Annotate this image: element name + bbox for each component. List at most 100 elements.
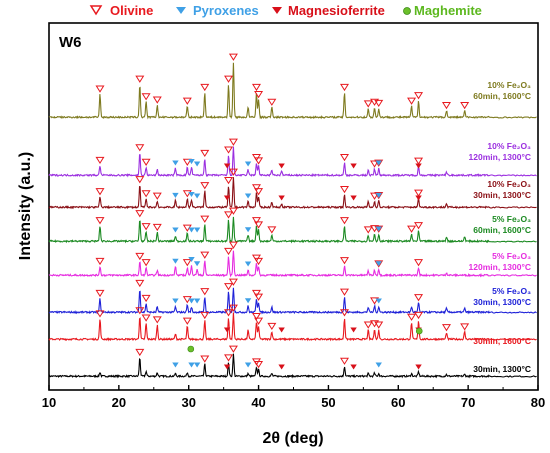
series-label-conditions: 120min, 1300°C [469, 152, 531, 162]
olivine-marker [441, 324, 451, 332]
pyroxene-marker [172, 192, 179, 198]
olivine-marker [141, 294, 151, 303]
olivine-marker [370, 192, 380, 200]
magnesioferrite-marker [223, 195, 231, 201]
olivine-marker [228, 241, 238, 249]
pyroxene-marker [244, 362, 252, 368]
olivine-marker [135, 144, 145, 152]
x-tick-label: 70 [461, 395, 475, 410]
pyroxene-marker [193, 161, 201, 167]
olivine-marker [228, 168, 238, 176]
magnesioferrite-marker [278, 163, 285, 169]
series-label-formula: 10% Fe₂O₃ [487, 179, 531, 189]
legend-pyroxenes: Pyroxenes [176, 3, 259, 18]
olivine-marker [267, 98, 277, 106]
olivine-marker [339, 257, 349, 265]
olivine-marker [414, 157, 424, 165]
pyroxene-marker [172, 362, 179, 368]
magnesioferrite-marker [415, 163, 422, 169]
olivine-marker [228, 53, 238, 61]
olivine-marker [182, 190, 192, 198]
magnesioferrite-marker [223, 163, 231, 169]
legend-olivine-label: Olivine [110, 3, 153, 18]
olivine-marker [339, 288, 349, 296]
magnesioferrite-marker [350, 163, 357, 169]
olivine-marker [414, 189, 424, 197]
olivine-marker [374, 321, 384, 329]
pyroxene-marker [375, 192, 382, 198]
legend-maghemite: Maghemite [403, 3, 482, 18]
olivine-marker [267, 322, 277, 331]
pyroxene-marker [193, 362, 201, 368]
series-label-conditions: 60min, 1600°C [473, 91, 531, 101]
olivine-marker [407, 225, 417, 233]
pyroxene-marker [193, 227, 201, 233]
pyroxene-marker [193, 261, 201, 267]
maghemite-legend-marker [403, 7, 411, 15]
series-line-2 [48, 287, 537, 315]
olivine-marker [200, 251, 210, 259]
olivine-marker [339, 186, 349, 194]
pyroxene-marker [172, 160, 179, 166]
olivine-marker [251, 289, 261, 298]
olivine-marker [370, 160, 380, 168]
series-layer [48, 62, 537, 379]
olivine-marker [407, 313, 417, 321]
olivine-marker [374, 260, 384, 268]
magnesioferrite-marker [278, 327, 285, 333]
series-label-conditions: 30min, 1600°C [473, 336, 531, 346]
olivine-marker [228, 278, 238, 286]
olivine-marker [224, 146, 234, 154]
pyroxene-marker [375, 226, 382, 232]
olivine-marker [339, 83, 349, 92]
magnesioferrite-marker [223, 364, 231, 370]
olivine-marker [152, 223, 162, 232]
pyroxene-marker [188, 191, 195, 198]
series-line-3 [48, 250, 537, 278]
olivine-marker [135, 307, 145, 315]
olivine-marker [224, 75, 234, 83]
legend: Olivine Pyroxenes Magnesioferrite Maghem… [89, 3, 482, 18]
olivine-marker [135, 176, 145, 184]
pyroxene-marker [172, 298, 179, 304]
olivine-marker [460, 102, 470, 110]
magnesioferrite-marker [350, 327, 357, 333]
series-line-4 [48, 216, 537, 244]
pyroxenes-legend-marker [176, 7, 186, 14]
olivine-marker [135, 252, 145, 261]
pyroxene-marker [193, 193, 201, 199]
olivine-marker [374, 192, 384, 200]
maghemite-marker [187, 345, 195, 353]
pyroxene-marker [172, 227, 179, 233]
olivine-marker [95, 188, 105, 196]
series-label-conditions: 120min, 1300°C [469, 262, 531, 272]
maghemite-marker [415, 327, 423, 335]
series-label-formula: 5% Fe₂O₃ [492, 286, 531, 296]
olivine-marker [254, 257, 264, 266]
x-tick-label: 60 [391, 395, 405, 410]
pyroxene-marker [375, 261, 382, 267]
olivine-marker [141, 259, 151, 267]
pyroxene-marker [244, 161, 252, 167]
series-line-1 [48, 312, 537, 342]
x-tick-label: 30 [181, 395, 195, 410]
magnesioferrite-legend-marker [272, 7, 282, 14]
olivine-marker [363, 226, 373, 234]
series-label-formula: 5% Fe₂O₃ [492, 251, 531, 261]
olivine-marker [224, 247, 234, 256]
pyroxene-marker [188, 298, 195, 304]
olivine-marker [414, 311, 424, 320]
olivine-marker [363, 100, 373, 108]
olivine-marker [374, 159, 384, 167]
series-label-conditions: 60min, 1600°C [473, 225, 531, 235]
olivine-marker [251, 217, 261, 225]
olivine-marker [224, 309, 234, 317]
olivine-marker [141, 158, 151, 166]
olivine-marker [182, 158, 192, 166]
olivine-marker [152, 192, 162, 200]
x-tick-label: 40 [251, 395, 265, 410]
